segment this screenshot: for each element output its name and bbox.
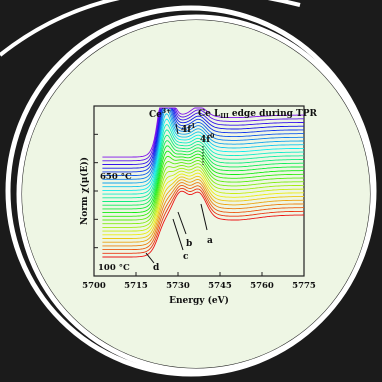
spectrum-line — [102, 169, 304, 232]
spectrum-line — [102, 190, 304, 258]
feature-label-c: c — [183, 252, 189, 262]
spectrum-line — [102, 185, 304, 251]
arrow-d — [145, 252, 155, 264]
x-tick-label: 5700 — [82, 281, 106, 291]
x-tick-label: 5775 — [292, 281, 316, 291]
spectrum-line — [102, 113, 304, 188]
peak-label-ce3: Ce3+ — [149, 108, 171, 120]
spectrum-line — [102, 150, 304, 214]
spectrum-line — [102, 107, 304, 173]
spectrum-line — [102, 107, 304, 177]
arrow-b — [177, 211, 187, 235]
spectrum-line — [102, 134, 304, 202]
spectrum-line — [102, 118, 304, 191]
y-axis-ticks — [94, 133, 98, 249]
spectrum-line — [102, 166, 304, 228]
spectrum-line — [102, 129, 304, 199]
feature-label-d: d — [153, 263, 160, 273]
arrow-c — [172, 218, 184, 251]
x-tick-label: 5760 — [250, 281, 274, 291]
spectrum-line — [102, 182, 304, 247]
spectrum-line — [102, 107, 304, 184]
spectrum-line — [102, 172, 304, 236]
spectrum-line — [102, 123, 304, 195]
spectrum-line — [102, 107, 304, 162]
spectrum-line — [102, 107, 304, 169]
y-axis-label: Norm χ(μ(E)) — [79, 157, 90, 225]
spectrum-line — [102, 140, 304, 206]
spectrum-line — [102, 145, 304, 210]
x-axis-ticks: 5700 5715 5730 5745 5760 5775 — [82, 272, 316, 291]
feature-label-b: b — [186, 239, 192, 249]
peak-label-4f1: 4f1 — [181, 123, 195, 135]
x-tick-label: 5715 — [124, 281, 148, 291]
temp-label-low: 100 °C — [98, 263, 130, 273]
spectrum-line — [102, 107, 304, 165]
temp-label-high: 650 °C — [100, 172, 132, 182]
peak-label-4f0: 4f0 — [200, 133, 214, 145]
spectra — [102, 107, 304, 258]
top-arc — [0, 0, 301, 57]
spectrum-line — [102, 163, 304, 225]
spectrum-line — [102, 187, 304, 254]
feature-arrows — [145, 123, 208, 264]
arrow-4f1 — [175, 123, 179, 135]
inner-ring — [16, 14, 376, 374]
spectrum-line — [102, 178, 304, 243]
arrow-a — [200, 203, 208, 231]
chart-title: Ce LIII edge during TPR — [198, 109, 318, 120]
chart-panel — [22, 20, 370, 368]
x-axis-label: Energy (eV) — [169, 295, 229, 306]
x-tick-label: 5730 — [166, 281, 190, 291]
spectrum-line — [102, 107, 304, 180]
feature-label-a: a — [207, 236, 213, 246]
spectrum-line — [102, 175, 304, 239]
x-tick-label: 5745 — [208, 281, 232, 291]
spectrum-line — [102, 107, 304, 158]
